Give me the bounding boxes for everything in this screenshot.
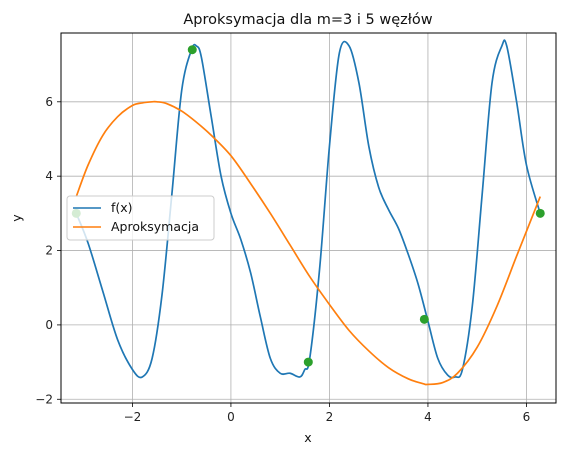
series-line-approx — [75, 100, 542, 386]
x-axis-label: x — [304, 430, 311, 445]
y-tick-label: 6 — [45, 95, 53, 109]
y-tick-label: 2 — [45, 244, 53, 258]
y-tick-label: 0 — [45, 318, 53, 332]
y-tick-label: 4 — [45, 169, 53, 183]
node-point — [419, 314, 429, 324]
node-point — [187, 45, 197, 55]
legend: f(x) Aproksymacja — [66, 195, 215, 241]
x-tick-label: −2 — [124, 410, 142, 424]
series-line-f — [75, 39, 542, 379]
y-axis-label: y — [9, 214, 24, 222]
x-tick-label: 6 — [523, 410, 531, 424]
legend-box — [66, 195, 215, 241]
x-tick-label: 0 — [227, 410, 235, 424]
plot-frame — [60, 32, 557, 404]
y-tick-label: −2 — [35, 392, 53, 406]
chart-title: Aproksymacja dla m=3 i 5 węzłów — [183, 12, 432, 28]
legend-label-approx: Aproksymacja — [111, 219, 199, 234]
grid — [61, 33, 556, 403]
node-point — [303, 357, 313, 367]
x-tick-label: 2 — [326, 410, 334, 424]
x-tick-label: 4 — [424, 410, 432, 424]
node-point — [535, 208, 545, 218]
legend-label-f: f(x) — [111, 200, 133, 215]
axis-ticks: −2 0 2 4 6 −2 0 2 4 6 — [35, 95, 530, 424]
plot-lines — [75, 39, 542, 386]
